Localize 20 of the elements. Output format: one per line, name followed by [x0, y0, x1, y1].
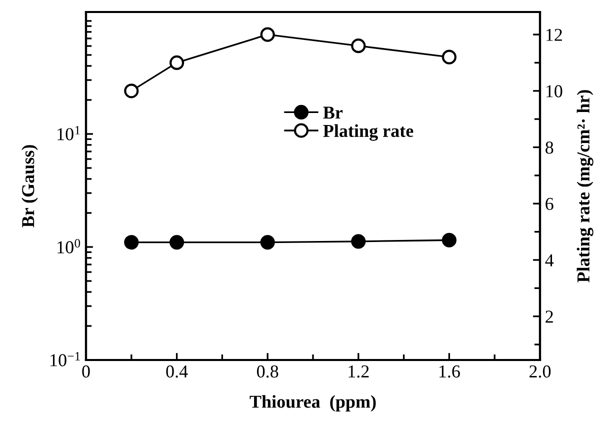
y2-tick-label: 4 — [545, 254, 554, 266]
y-axis-title: Br (Gauss) — [22, 145, 38, 228]
y2-axis-title: Plating rate (mg/cm²· hr) — [576, 90, 594, 282]
y-tick-label: 10$^{−1}$ — [50, 352, 80, 366]
legend-label: Br — [323, 106, 343, 119]
x-tick-label: 0.4 — [166, 365, 188, 378]
y2-tick-label: 8 — [546, 142, 554, 154]
x-tick-label: 1.6 — [440, 365, 460, 378]
x-tick-label: 2.0 — [530, 365, 551, 378]
x-tick-label: 0 — [82, 365, 90, 378]
y2-tick-label: 12 — [546, 28, 562, 41]
y-tick-label: 10$^{1}$ — [58, 126, 80, 140]
y2-tick-label: 10 — [546, 85, 562, 98]
y-tick-label: 10$^{0}$ — [58, 238, 80, 254]
legend-label: Plating rate — [323, 124, 414, 141]
x-tick-label: 0.8 — [257, 365, 278, 378]
x-axis-title: Thiourea (ppm) — [250, 395, 376, 412]
y2-tick-label: 2 — [546, 310, 553, 323]
x-tick-label: 1.2 — [348, 365, 369, 378]
y2-tick-label: 6 — [546, 198, 554, 210]
